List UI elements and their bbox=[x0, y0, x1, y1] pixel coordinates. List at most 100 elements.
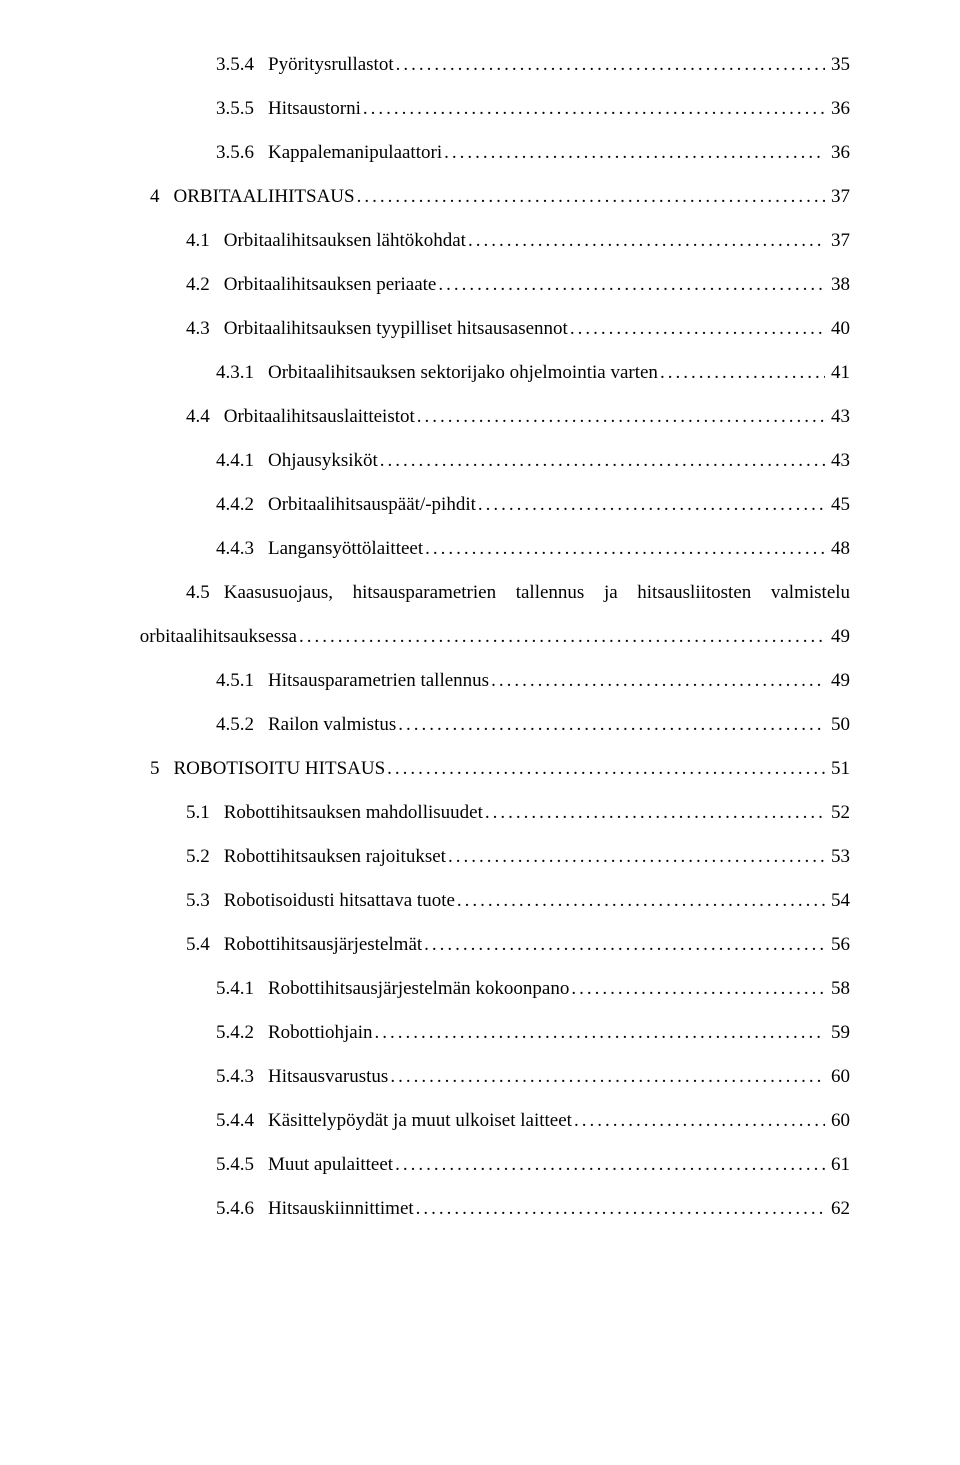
toc-title: Pyöritysrullastot bbox=[268, 55, 394, 74]
toc-number: 3.5.4 bbox=[216, 55, 268, 74]
toc-title: Hitsauskiinnittimet bbox=[268, 1199, 414, 1218]
toc-title-word: Kaasusuojaus, bbox=[224, 583, 333, 602]
toc-number: 4.5.2 bbox=[216, 715, 268, 734]
toc-entry: 4.5Kaasusuojaus,hitsausparametrientallen… bbox=[150, 583, 850, 646]
toc-leader bbox=[478, 495, 825, 514]
toc-number: 3.5.6 bbox=[216, 143, 268, 162]
toc-entry: 5.4.2Robottiohjain59 bbox=[150, 1023, 850, 1042]
toc-title-word: ja bbox=[604, 583, 618, 602]
toc-page-number: 54 bbox=[827, 891, 850, 910]
toc-title: Robotisoidusti hitsattava tuote bbox=[224, 891, 455, 910]
toc-number: 4.2 bbox=[186, 275, 224, 294]
toc-page-number: 37 bbox=[827, 187, 850, 206]
toc-page-number: 59 bbox=[827, 1023, 850, 1042]
toc-entry: 3.5.5Hitsaustorni36 bbox=[150, 99, 850, 118]
toc-leader bbox=[299, 627, 825, 646]
toc-title: Robottihitsausjärjestelmän kokoonpano bbox=[268, 979, 569, 998]
toc-title: Kappalemanipulaattori bbox=[268, 143, 442, 162]
toc-number: 4.4.3 bbox=[216, 539, 268, 558]
toc-entry: 4.5.2Railon valmistus 50 bbox=[150, 715, 850, 734]
toc-entry: 3.5.6Kappalemanipulaattori 36 bbox=[150, 143, 850, 162]
toc-title-line2: orbitaalihitsauksessa49 bbox=[140, 627, 850, 646]
toc-title: Hitsaustorni bbox=[268, 99, 361, 118]
toc-leader bbox=[363, 99, 825, 118]
toc-title-line1: Kaasusuojaus,hitsausparametrientallennus… bbox=[224, 583, 850, 602]
toc-number: 5.4.3 bbox=[216, 1067, 268, 1086]
toc-title: Hitsausvarustus bbox=[268, 1067, 388, 1086]
toc-leader bbox=[444, 143, 825, 162]
toc-entry: 4.4Orbitaalihitsauslaitteistot43 bbox=[150, 407, 850, 426]
toc-entry: 4.5.1Hitsausparametrien tallennus 49 bbox=[150, 671, 850, 690]
toc-leader bbox=[438, 275, 825, 294]
toc-leader bbox=[491, 671, 825, 690]
toc-page-number: 48 bbox=[827, 539, 850, 558]
toc-leader bbox=[375, 1023, 826, 1042]
toc-entry: 5.3Robotisoidusti hitsattava tuote 54 bbox=[150, 891, 850, 910]
toc-entry: 4.4.1Ohjausyksiköt43 bbox=[150, 451, 850, 470]
toc-title: Railon valmistus bbox=[268, 715, 396, 734]
toc-title: ROBOTISOITU HITSAUS bbox=[174, 759, 386, 778]
toc-page-number: 50 bbox=[827, 715, 850, 734]
toc-entry: 4.1Orbitaalihitsauksen lähtökohdat 37 bbox=[150, 231, 850, 250]
toc-leader bbox=[387, 759, 825, 778]
toc-leader bbox=[571, 979, 825, 998]
toc-title: Orbitaalihitsauksen tyypilliset hitsausa… bbox=[224, 319, 568, 338]
toc-leader bbox=[398, 715, 825, 734]
toc-number: 4.4.2 bbox=[216, 495, 268, 514]
toc-title-word: hitsausliitosten bbox=[637, 583, 751, 602]
toc-title-word: valmistelu bbox=[771, 583, 850, 602]
toc-page-number: 43 bbox=[827, 451, 850, 470]
toc-leader bbox=[425, 539, 825, 558]
toc-leader bbox=[570, 319, 825, 338]
toc-title: Muut apulaitteet bbox=[268, 1155, 393, 1174]
toc-number: 5.4.6 bbox=[216, 1199, 268, 1218]
toc-leader bbox=[660, 363, 825, 382]
toc-leader bbox=[424, 935, 825, 954]
toc-title: Orbitaalihitsauslaitteistot bbox=[224, 407, 415, 426]
toc-page-number: 37 bbox=[827, 231, 850, 250]
toc-title: Robottiohjain bbox=[268, 1023, 373, 1042]
toc-title: Orbitaalihitsauksen lähtökohdat bbox=[224, 231, 466, 250]
toc-leader bbox=[396, 55, 825, 74]
toc-title: Orbitaalihitsauksen periaate bbox=[224, 275, 437, 294]
toc-page-number: 49 bbox=[827, 671, 850, 690]
toc-leader bbox=[380, 451, 825, 470]
toc-entry: 5.4.1Robottihitsausjärjestelmän kokoonpa… bbox=[150, 979, 850, 998]
toc-title: ORBITAALIHITSAUS bbox=[174, 187, 355, 206]
toc-page-number: 53 bbox=[827, 847, 850, 866]
toc-title: Hitsausparametrien tallennus bbox=[268, 671, 489, 690]
toc-page-number: 41 bbox=[827, 363, 850, 382]
toc-entry: 5.4.5Muut apulaitteet 61 bbox=[150, 1155, 850, 1174]
toc-page-number: 36 bbox=[827, 143, 850, 162]
toc-entry: 4.4.3Langansyöttölaitteet48 bbox=[150, 539, 850, 558]
toc-entry: 4.2Orbitaalihitsauksen periaate 38 bbox=[150, 275, 850, 294]
toc-leader bbox=[448, 847, 825, 866]
toc-body: Kaasusuojaus,hitsausparametrientallennus… bbox=[224, 583, 850, 646]
toc-entry: 5.4.6Hitsauskiinnittimet 62 bbox=[150, 1199, 850, 1218]
toc-page-number: 38 bbox=[827, 275, 850, 294]
toc-leader bbox=[485, 803, 825, 822]
toc-entry: 4ORBITAALIHITSAUS37 bbox=[150, 187, 850, 206]
toc-page-number: 51 bbox=[827, 759, 850, 778]
toc-number: 5.3 bbox=[186, 891, 224, 910]
toc-entry: 3.5.4Pyöritysrullastot35 bbox=[150, 55, 850, 74]
toc-page-number: 43 bbox=[827, 407, 850, 426]
toc-entry: 5.4Robottihitsausjärjestelmät56 bbox=[150, 935, 850, 954]
toc-title: Ohjausyksiköt bbox=[268, 451, 378, 470]
toc-page: 3.5.4Pyöritysrullastot35 3.5.5Hitsaustorn… bbox=[0, 0, 960, 1465]
toc-number: 4.1 bbox=[186, 231, 224, 250]
toc-page-number: 56 bbox=[827, 935, 850, 954]
toc-title: Robottihitsausjärjestelmät bbox=[224, 935, 422, 954]
toc-entry: 5.1Robottihitsauksen mahdollisuudet52 bbox=[150, 803, 850, 822]
toc-page-number: 61 bbox=[827, 1155, 850, 1174]
toc-page-number: 58 bbox=[827, 979, 850, 998]
toc-entry: 5.4.4Käsittelypöydät ja muut ulkoiset la… bbox=[150, 1111, 850, 1130]
toc-title-continued: orbitaalihitsauksessa bbox=[140, 627, 297, 646]
toc-title-word: hitsausparametrien bbox=[353, 583, 497, 602]
toc-number: 4.5.1 bbox=[216, 671, 268, 690]
toc-title: Orbitaalihitsauspäät/-pihdit bbox=[268, 495, 476, 514]
toc-number: 5.4.5 bbox=[216, 1155, 268, 1174]
toc-leader bbox=[468, 231, 825, 250]
toc-number: 4.3 bbox=[186, 319, 224, 338]
toc-page-number: 62 bbox=[827, 1199, 850, 1218]
